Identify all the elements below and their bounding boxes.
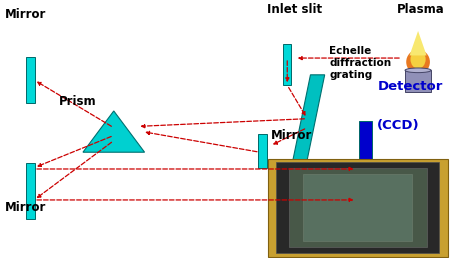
Bar bbox=[405, 70, 431, 92]
Bar bbox=[26, 163, 35, 219]
Bar bbox=[268, 159, 448, 257]
Polygon shape bbox=[410, 31, 427, 55]
Bar bbox=[276, 162, 439, 253]
Text: Mirror: Mirror bbox=[5, 201, 46, 214]
Ellipse shape bbox=[410, 50, 426, 69]
Polygon shape bbox=[293, 75, 325, 160]
Text: Prism: Prism bbox=[59, 95, 97, 108]
Text: Mirror: Mirror bbox=[5, 8, 46, 21]
Text: (CCD): (CCD) bbox=[377, 119, 420, 132]
Text: Plasma: Plasma bbox=[397, 3, 445, 15]
Ellipse shape bbox=[405, 68, 431, 73]
Ellipse shape bbox=[406, 50, 430, 74]
Bar bbox=[26, 57, 35, 103]
Bar bbox=[258, 134, 267, 168]
Text: Detector: Detector bbox=[377, 80, 443, 93]
Bar bbox=[289, 168, 427, 247]
Bar bbox=[303, 174, 412, 241]
Text: Inlet slit: Inlet slit bbox=[267, 3, 322, 15]
Polygon shape bbox=[83, 111, 145, 152]
Bar bbox=[283, 44, 291, 85]
Bar bbox=[359, 121, 372, 188]
Text: Echelle
diffraction
grating: Echelle diffraction grating bbox=[329, 46, 392, 80]
Text: Mirror: Mirror bbox=[271, 129, 312, 142]
